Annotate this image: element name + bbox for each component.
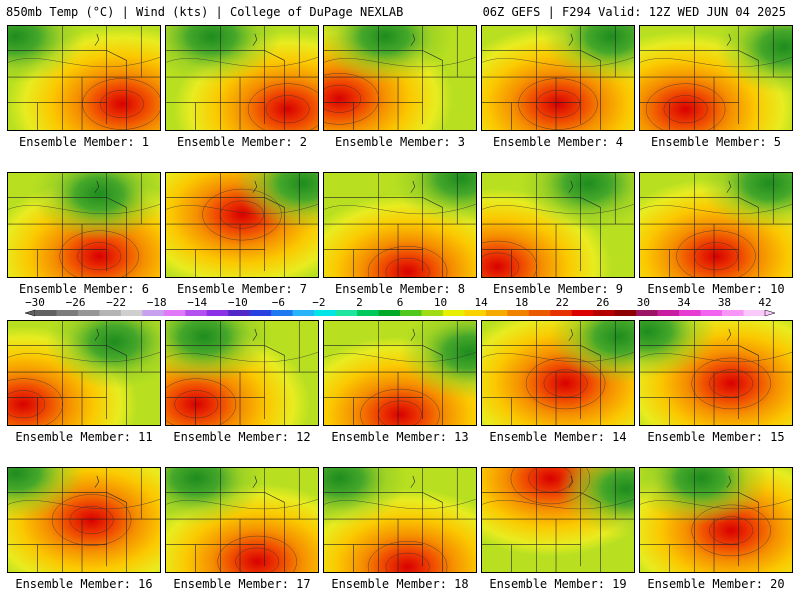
ensemble-member-map bbox=[165, 320, 319, 426]
ensemble-member-map bbox=[165, 25, 319, 131]
colorbar-swatch bbox=[163, 310, 186, 316]
colorbar-swatch bbox=[464, 310, 487, 316]
ensemble-member-label: Ensemble Member: 9 bbox=[492, 282, 624, 296]
ensemble-member-label: Ensemble Member: 14 bbox=[489, 430, 627, 444]
colorbar-swatch bbox=[378, 310, 401, 316]
colorbar-tick-label: 34 bbox=[677, 296, 691, 309]
colorbar-swatch bbox=[249, 310, 272, 316]
ensemble-member-map bbox=[7, 25, 161, 131]
colorbar-swatch bbox=[700, 310, 723, 316]
colorbar-swatch bbox=[528, 310, 551, 316]
ensemble-member-label: Ensemble Member: 18 bbox=[331, 577, 469, 591]
colorbar-swatch bbox=[35, 310, 57, 316]
colorbar-swatch bbox=[743, 310, 766, 316]
colorbar-tick-label: 14 bbox=[474, 296, 488, 309]
colorbar-swatch bbox=[571, 310, 594, 316]
colorbar-tick-label: 30 bbox=[637, 296, 650, 309]
ensemble-member-label: Ensemble Member: 20 bbox=[647, 577, 785, 591]
colorbar-swatch bbox=[357, 310, 379, 316]
colorbar-swatch bbox=[614, 310, 637, 316]
ensemble-member-map bbox=[481, 172, 635, 278]
ensemble-member-label: Ensemble Member: 17 bbox=[173, 577, 311, 591]
ensemble-member-label: Ensemble Member: 4 bbox=[492, 135, 624, 149]
colorbar-tick-label: 10 bbox=[434, 296, 447, 309]
ensemble-member-label: Ensemble Member: 11 bbox=[15, 430, 153, 444]
colorbar-tick-label: −22 bbox=[106, 296, 126, 309]
ensemble-member-map bbox=[639, 172, 793, 278]
ensemble-member-label: Ensemble Member: 2 bbox=[176, 135, 308, 149]
ensemble-member-label: Ensemble Member: 12 bbox=[173, 430, 311, 444]
colorbar-tick-label: 18 bbox=[515, 296, 528, 309]
colorbar-swatch bbox=[120, 310, 143, 316]
colorbar-tick-label: 22 bbox=[556, 296, 569, 309]
ensemble-member-map bbox=[323, 467, 477, 573]
colorbar-swatch bbox=[56, 310, 79, 316]
model-valid-time: 06Z GEFS | F294 Valid: 12Z WED JUN 04 20… bbox=[482, 5, 786, 19]
colorbar-swatch bbox=[442, 310, 465, 316]
ensemble-member-label: Ensemble Member: 1 bbox=[18, 135, 150, 149]
colorbar-tick-label: −18 bbox=[147, 296, 167, 309]
ensemble-member-label: Ensemble Member: 8 bbox=[334, 282, 466, 296]
ensemble-member-label: Ensemble Member: 13 bbox=[331, 430, 469, 444]
ensemble-member-map bbox=[7, 172, 161, 278]
colorbar-arrow-low bbox=[24, 309, 36, 317]
ensemble-member-map bbox=[639, 467, 793, 573]
colorbar-swatch bbox=[185, 310, 208, 316]
ensemble-member-label: Ensemble Member: 15 bbox=[647, 430, 785, 444]
ensemble-member-label: Ensemble Member: 5 bbox=[650, 135, 782, 149]
ensemble-member-label: Ensemble Member: 6 bbox=[18, 282, 150, 296]
colorbar-tick-label: −6 bbox=[272, 296, 285, 309]
colorbar-tick-label: 26 bbox=[596, 296, 609, 309]
colorbar-tick-label: 42 bbox=[758, 296, 771, 309]
colorbar-swatch bbox=[593, 310, 616, 316]
ensemble-member-map bbox=[323, 320, 477, 426]
colorbar-swatch bbox=[507, 310, 530, 316]
colorbar-swatch bbox=[335, 310, 358, 316]
colorbar-tick-label: 38 bbox=[718, 296, 731, 309]
colorbar-swatch bbox=[485, 310, 508, 316]
colorbar-swatch bbox=[292, 310, 315, 316]
ensemble-member-label: Ensemble Member: 19 bbox=[489, 577, 627, 591]
colorbar-swatch bbox=[314, 310, 336, 316]
ensemble-member-label: Ensemble Member: 7 bbox=[176, 282, 308, 296]
colorbar-tick-label: −2 bbox=[312, 296, 325, 309]
colorbar-swatch bbox=[657, 310, 680, 316]
ensemble-member-map bbox=[323, 172, 477, 278]
ensemble-member-map bbox=[639, 25, 793, 131]
colorbar-swatch bbox=[400, 310, 422, 316]
ensemble-member-map bbox=[481, 467, 635, 573]
colorbar-swatch bbox=[206, 310, 229, 316]
colorbar-swatch bbox=[722, 310, 744, 316]
ensemble-member-map bbox=[7, 467, 161, 573]
colorbar-swatch bbox=[271, 310, 293, 316]
colorbar-swatch bbox=[77, 310, 100, 316]
colorbar-tick-label: 2 bbox=[356, 296, 363, 309]
colorbar-swatch bbox=[421, 310, 444, 316]
colorbar-tick-label: −10 bbox=[228, 296, 248, 309]
ensemble-member-label: Ensemble Member: 10 bbox=[647, 282, 785, 296]
colorbar-swatch bbox=[99, 310, 122, 316]
colorbar-swatch bbox=[679, 310, 701, 316]
ensemble-member-map bbox=[639, 320, 793, 426]
ensemble-member-map bbox=[323, 25, 477, 131]
ensemble-member-map bbox=[165, 172, 319, 278]
colorbar-arrow-high bbox=[764, 309, 776, 317]
temperature-colorbar: −30 −26 −22 −18 −14 −10 −6 −2 2 6 10 14 18 22 26 30 34 38… bbox=[24, 296, 776, 317]
colorbar-tick-label: 6 bbox=[397, 296, 404, 309]
ensemble-member-map bbox=[165, 467, 319, 573]
ensemble-member-label: Ensemble Member: 3 bbox=[334, 135, 466, 149]
colorbar-tick-label: −30 bbox=[25, 296, 45, 309]
ensemble-member-map bbox=[481, 25, 635, 131]
ensemble-member-map bbox=[481, 320, 635, 426]
colorbar-tick-label: −14 bbox=[187, 296, 207, 309]
colorbar-swatch bbox=[636, 310, 658, 316]
colorbar-swatch bbox=[142, 310, 165, 316]
ensemble-member-label: Ensemble Member: 16 bbox=[15, 577, 153, 591]
colorbar-swatch bbox=[228, 310, 251, 316]
map-title: 850mb Temp (°C) | Wind (kts) | College o… bbox=[6, 5, 404, 19]
colorbar-tick-label: −26 bbox=[66, 296, 86, 309]
ensemble-member-map bbox=[7, 320, 161, 426]
colorbar-swatch bbox=[550, 310, 573, 316]
